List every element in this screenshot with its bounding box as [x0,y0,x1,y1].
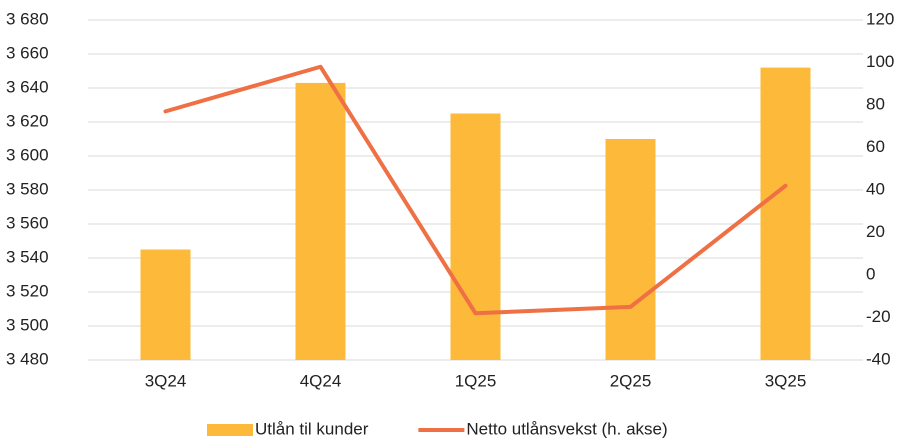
legend-label: Netto utlånsvekst (h. akse) [466,419,667,438]
bar [760,67,811,360]
y-tick-label: 3 580 [6,179,49,198]
y-tick-label: 3 620 [6,111,49,130]
y-tick-label: 3 640 [6,77,49,96]
x-tick-label: 3Q25 [765,371,807,390]
legend-swatch [207,424,253,436]
y-tick-label: 3 520 [6,281,49,300]
y-tick-label: 3 540 [6,247,49,266]
bar [295,82,346,361]
y2-tick-label: 40 [866,179,885,198]
y2-tick-label: 100 [866,52,894,71]
y-tick-label: 3 680 [6,9,49,28]
line [163,64,788,316]
y2-tick-label: 20 [866,222,885,241]
y-tick-label: 3 660 [6,43,49,62]
y2-tick-label: 80 [866,94,885,113]
y2-tick-label: 60 [866,137,885,156]
y-tick-label: 3 480 [6,349,49,368]
x-tick-label: 2Q25 [610,371,652,390]
legend-label: Utlån til kunder [255,419,369,438]
y-tick-label: 3 600 [6,145,49,164]
y-tick-label: 3 560 [6,213,49,232]
x-tick-label: 1Q25 [455,371,497,390]
y2-tick-label: 120 [866,9,894,28]
bar [605,139,656,360]
y2-tick-label: -40 [866,349,891,368]
bar [140,249,191,360]
y2-tick-label: -20 [866,307,891,326]
y2-tick-label: 0 [866,264,875,283]
x-tick-label: 3Q24 [145,371,187,390]
bar [450,113,501,360]
y-tick-label: 3 500 [6,315,49,334]
x-tick-label: 4Q24 [300,371,342,390]
